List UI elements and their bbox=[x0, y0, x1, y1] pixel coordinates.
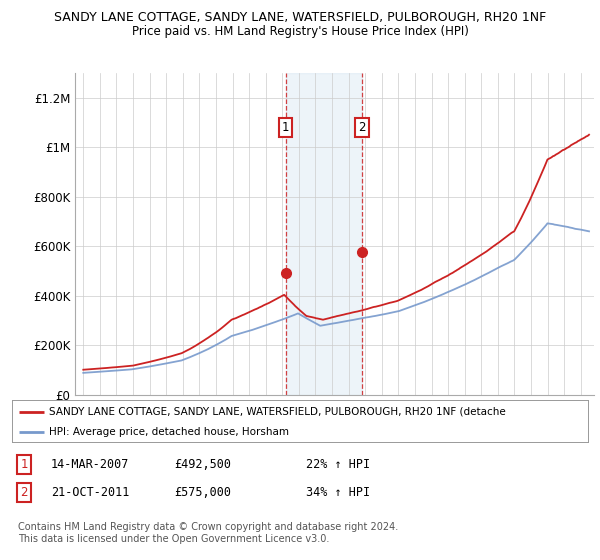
Text: 21-OCT-2011: 21-OCT-2011 bbox=[51, 486, 130, 500]
Text: SANDY LANE COTTAGE, SANDY LANE, WATERSFIELD, PULBOROUGH, RH20 1NF: SANDY LANE COTTAGE, SANDY LANE, WATERSFI… bbox=[54, 11, 546, 24]
Bar bbox=[286, 73, 362, 395]
Text: 14-MAR-2007: 14-MAR-2007 bbox=[51, 458, 130, 472]
Text: £575,000: £575,000 bbox=[174, 486, 231, 500]
Text: HPI: Average price, detached house, Horsham: HPI: Average price, detached house, Hors… bbox=[49, 427, 289, 437]
Text: 1: 1 bbox=[282, 121, 290, 134]
Text: 22% ↑ HPI: 22% ↑ HPI bbox=[306, 458, 370, 472]
Text: 2: 2 bbox=[20, 486, 28, 500]
Text: SANDY LANE COTTAGE, SANDY LANE, WATERSFIELD, PULBOROUGH, RH20 1NF (detache: SANDY LANE COTTAGE, SANDY LANE, WATERSFI… bbox=[49, 407, 506, 417]
Text: £492,500: £492,500 bbox=[174, 458, 231, 472]
Text: 2: 2 bbox=[358, 121, 365, 134]
Text: 1: 1 bbox=[20, 458, 28, 472]
Text: Price paid vs. HM Land Registry's House Price Index (HPI): Price paid vs. HM Land Registry's House … bbox=[131, 25, 469, 38]
Text: Contains HM Land Registry data © Crown copyright and database right 2024.
This d: Contains HM Land Registry data © Crown c… bbox=[18, 522, 398, 544]
Text: 34% ↑ HPI: 34% ↑ HPI bbox=[306, 486, 370, 500]
